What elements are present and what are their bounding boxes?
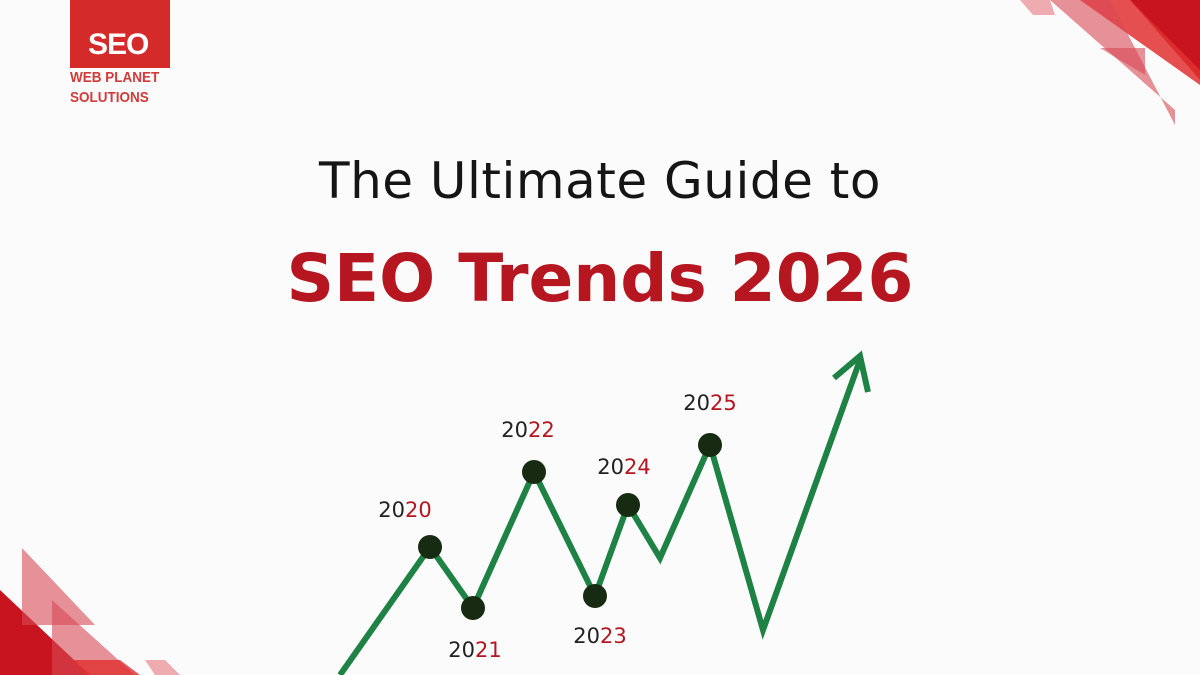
title-line2: SEO Trends 2026 <box>286 240 914 317</box>
year-label-2021: 2021 <box>448 638 502 662</box>
year-label-2023: 2023 <box>573 624 627 648</box>
decor-triangle <box>52 600 135 675</box>
trend-line <box>337 358 863 675</box>
logo-box <box>70 0 170 68</box>
point-2021 <box>461 596 485 620</box>
year-label-2024: 2024 <box>597 455 651 479</box>
decor-triangle <box>1020 0 1055 15</box>
point-2023 <box>583 584 607 608</box>
arrow-head-icon <box>832 350 871 393</box>
decor-triangle <box>72 660 140 675</box>
decor-triangle <box>1100 48 1145 75</box>
decor-triangle <box>22 548 95 625</box>
year-label-2025: 2025 <box>683 391 737 415</box>
year-label-2022: 2022 <box>501 418 555 442</box>
point-2025 <box>698 433 722 457</box>
logo-line1: WEB PLANET <box>70 69 160 86</box>
brand-logo: SEO WEB PLANET SOLUTIONS <box>70 0 174 110</box>
decor-triangle <box>1050 0 1175 125</box>
point-2024 <box>616 493 640 517</box>
decor-triangle <box>145 660 180 675</box>
year-label-2020: 2020 <box>378 498 432 522</box>
logo-line2: SOLUTIONS <box>70 89 149 106</box>
point-2022 <box>522 460 546 484</box>
point-2020 <box>418 535 442 559</box>
logo-mark: SEO <box>88 28 149 61</box>
title-line1: The Ultimate Guide to <box>319 152 881 210</box>
